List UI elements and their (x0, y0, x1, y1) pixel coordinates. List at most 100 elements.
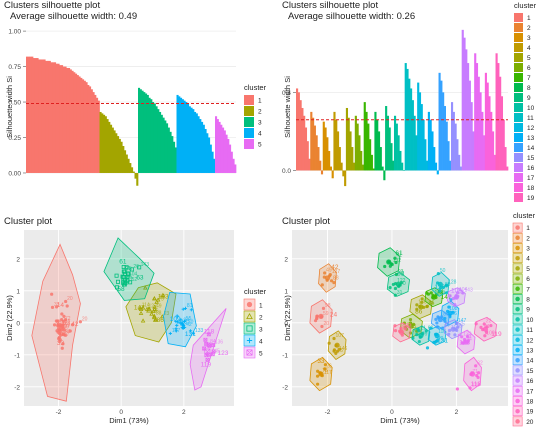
legend-label: 4 (259, 338, 263, 345)
point-label: 72 (65, 316, 71, 322)
data-point (129, 267, 134, 272)
silhouette-bar (474, 53, 477, 171)
silhouette-bar (155, 106, 158, 173)
legend-title: cluster (244, 287, 267, 296)
legend-label: 18 (527, 185, 535, 192)
legend-label: 2 (526, 235, 530, 242)
data-point (393, 293, 397, 297)
silhouette-bar (491, 131, 495, 171)
legend-label: 14 (527, 145, 535, 152)
silhouette-bar (209, 144, 212, 173)
data-point (121, 265, 126, 270)
legend-key (514, 173, 523, 182)
x-axis-label: Dim1 (73%) (380, 416, 420, 425)
point-label: 91 (125, 266, 131, 272)
legend-key (244, 139, 254, 149)
legend-label: 6 (527, 65, 531, 72)
point-label: 123 (218, 350, 229, 357)
silhouette-bar (369, 139, 372, 171)
data-point (188, 329, 193, 333)
data-point (181, 307, 185, 311)
point-label: 146 (339, 346, 348, 352)
y-axis-label: Dim2 (22.9%) (283, 295, 292, 341)
silhouette-bar (230, 151, 233, 173)
silhouette-bar (234, 164, 237, 173)
silhouette-bar (160, 114, 163, 173)
data-point (393, 329, 398, 333)
data-point (175, 323, 179, 327)
data-point (138, 306, 144, 312)
silhouette-bar (146, 94, 149, 173)
silhouette-bar (194, 111, 197, 173)
y-tick-label: -1 (14, 352, 20, 359)
silhouette-bar (324, 127, 327, 171)
silhouette-bar (433, 147, 436, 171)
point-label: 118 (438, 329, 446, 335)
silhouette-bar (120, 141, 123, 173)
legend-label: 5 (258, 142, 262, 149)
legend-key (514, 193, 523, 202)
legend-label: 12 (527, 125, 535, 132)
silhouette-bar (187, 103, 190, 173)
data-point (438, 289, 442, 293)
silhouette-bar (374, 111, 377, 171)
data-point (328, 273, 332, 277)
data-point (246, 301, 253, 308)
data-point (403, 327, 407, 331)
y-tick-label: 0.00 (8, 170, 21, 177)
legend-label: 4 (258, 131, 262, 138)
silhouette-bar (185, 102, 188, 173)
silhouette-bar (299, 100, 302, 171)
data-point (425, 346, 430, 350)
legend-title: cluster (514, 1, 537, 10)
data-point (515, 357, 520, 363)
silhouette-bar (402, 170, 406, 171)
data-point (515, 388, 520, 394)
legend-key (514, 33, 523, 42)
data-point (155, 297, 161, 302)
legend-label: 6 (526, 276, 530, 283)
data-point (114, 273, 119, 278)
silhouette-bar (38, 59, 41, 173)
point-label: 133 (463, 331, 472, 337)
silhouette-bar (363, 102, 366, 171)
data-point (515, 245, 520, 251)
legend-label: 8 (526, 297, 530, 304)
data-point (154, 299, 159, 304)
silhouette-bar (467, 63, 470, 171)
silhouette-bar (223, 130, 226, 173)
data-point (386, 259, 392, 265)
silhouette-bar (216, 119, 219, 173)
data-point (211, 343, 216, 348)
data-point (408, 317, 413, 322)
silhouette-bar (390, 143, 393, 171)
point-label: 133 (195, 328, 204, 334)
data-point (183, 306, 188, 310)
data-point (489, 323, 493, 328)
silhouette-bar (145, 93, 148, 173)
point-label: 131 (437, 338, 448, 345)
silhouette-bar (326, 137, 329, 171)
data-point (159, 314, 165, 319)
x-tick-label: 2 (455, 409, 459, 416)
silhouette-bar (404, 63, 407, 171)
silhouette-bar (171, 136, 174, 173)
silhouette-bar (410, 88, 413, 171)
cluster-hull (31, 243, 81, 402)
silhouette-bar (322, 121, 325, 171)
silhouette-bar (461, 29, 464, 171)
data-point (54, 305, 59, 309)
silhouette-bar (353, 162, 356, 171)
data-point (515, 327, 520, 332)
point-label: 24 (330, 311, 338, 318)
point-label: 27 (435, 337, 441, 343)
point-label: 86 (415, 308, 423, 315)
silhouette-bar (178, 96, 181, 173)
chart-subtitle: Average silhouette width: 0.49 (10, 11, 137, 22)
point-label: 119 (201, 361, 212, 368)
data-point (318, 371, 324, 377)
point-label: 41 (396, 253, 402, 259)
